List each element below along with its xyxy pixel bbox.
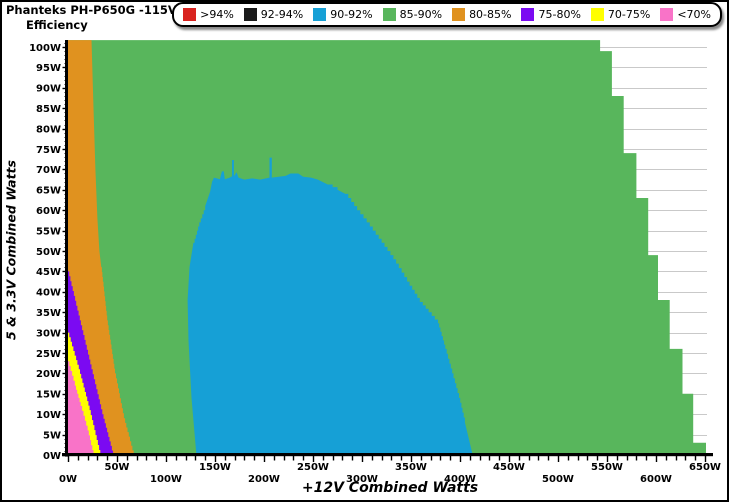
legend-item-7580: 75-80% [521, 8, 581, 21]
svg-text:70W: 70W [36, 165, 61, 176]
svg-text:85W: 85W [36, 104, 61, 115]
legend-swatch [313, 8, 327, 21]
svg-text:45W: 45W [36, 267, 61, 278]
svg-text:25W: 25W [36, 349, 61, 360]
legend-swatch [382, 8, 396, 21]
svg-text:550W: 550W [591, 462, 623, 473]
legend-label: <70% [677, 8, 711, 21]
legend-swatch [660, 8, 674, 21]
legend-item-7075: 70-75% [590, 8, 651, 21]
svg-text:15W: 15W [36, 390, 61, 401]
svg-text:30W: 30W [36, 328, 61, 339]
svg-text:450W: 450W [493, 462, 525, 473]
chart-title-subtitle: Efficiency [26, 18, 88, 32]
legend-label: 85-90% [399, 8, 443, 21]
legend-item-94: >94% [183, 8, 234, 21]
svg-text:35W: 35W [36, 308, 61, 319]
svg-text:350W: 350W [395, 462, 427, 473]
legend-item-8085: 80-85% [452, 8, 511, 21]
legend-item-9092: 90-92% [313, 8, 373, 21]
legend-item-9294: 92-94% [243, 8, 304, 21]
legend-swatch [521, 8, 535, 21]
svg-text:50W: 50W [36, 247, 61, 258]
legend-swatch [590, 8, 604, 21]
svg-text:200W: 200W [248, 474, 280, 485]
legend-label: 70-75% [607, 8, 651, 21]
svg-text:20W: 20W [36, 369, 61, 380]
svg-text:80W: 80W [36, 124, 61, 135]
legend-label: 75-80% [538, 8, 581, 21]
svg-text:150W: 150W [199, 462, 231, 473]
svg-text:0W: 0W [43, 451, 61, 462]
y-axis-title: 5 & 3.3V Combined Watts [3, 160, 19, 340]
x-axis-title: +12V Combined Watts [301, 480, 479, 496]
svg-text:60W: 60W [36, 206, 61, 217]
svg-text:10W: 10W [36, 410, 61, 421]
legend-item-70: <70% [660, 8, 711, 21]
svg-text:250W: 250W [297, 462, 329, 473]
chart-title-model: Phanteks PH-P650G -115V [6, 3, 177, 17]
svg-text:0W: 0W [59, 474, 77, 485]
svg-text:300W: 300W [346, 474, 378, 485]
legend-label: 80-85% [469, 8, 512, 21]
svg-text:50W: 50W [105, 462, 130, 473]
svg-text:100W: 100W [150, 474, 182, 485]
svg-text:5W: 5W [43, 430, 61, 441]
legend-swatch [452, 8, 466, 21]
svg-text:600W: 600W [640, 474, 672, 485]
legend-label: >94% [200, 8, 234, 21]
svg-text:500W: 500W [542, 474, 574, 485]
svg-text:90W: 90W [36, 84, 61, 95]
legend-label: 92-94% [260, 8, 304, 21]
svg-text:100W: 100W [29, 43, 61, 54]
svg-text:55W: 55W [36, 226, 61, 237]
svg-text:400W: 400W [444, 474, 476, 485]
svg-text:95W: 95W [36, 63, 61, 74]
legend-item-8590: 85-90% [382, 8, 443, 21]
legend: >94% 92-94% 90-92% 85-90% 80-85% 75-80% 70-75%… [172, 2, 722, 27]
legend-label: 90-92% [330, 8, 373, 21]
svg-text:65W: 65W [36, 186, 61, 197]
legend-swatch [183, 8, 197, 21]
svg-text:75W: 75W [36, 145, 61, 156]
svg-text:650W: 650W [689, 462, 721, 473]
legend-swatch [243, 8, 257, 21]
chart-title: Phanteks PH-P650G -115V Efficiency [6, 3, 177, 32]
svg-text:40W: 40W [36, 288, 61, 299]
